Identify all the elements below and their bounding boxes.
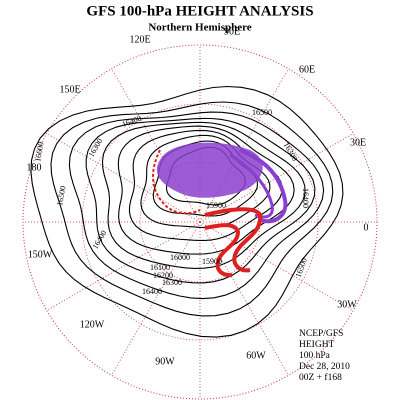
contour-label: 16400 [301, 188, 310, 208]
height-contour [101, 121, 306, 269]
purple-contour [239, 148, 288, 224]
height-contour [85, 117, 316, 284]
contour-label: 16300 [162, 278, 182, 287]
contour-label: 16600 [33, 141, 45, 162]
meridian [199, 133, 354, 223]
title: GFS 100-hPa HEIGHT ANALYSIS [86, 3, 313, 19]
height-contour [128, 129, 283, 241]
longitude-label: 30E [350, 137, 366, 148]
red-contour [204, 223, 241, 278]
red-contour [204, 207, 263, 273]
contour-label: 16500 [55, 185, 67, 206]
purple-contour [229, 153, 274, 219]
info-text: NCEP/GFS [299, 329, 343, 339]
low-height-region [156, 142, 263, 198]
info-text: HEIGHT [299, 340, 335, 350]
meridian [199, 221, 354, 311]
contour-label: 16200 [153, 271, 173, 280]
longitude-label: 60E [299, 64, 315, 75]
height-contour [30, 85, 344, 338]
longitude-label: 0 [364, 222, 369, 233]
subtitle: Northern Hemisphere [148, 22, 251, 34]
red-contour [152, 149, 201, 215]
longitude-label: 180 [27, 162, 42, 173]
height-contour [50, 101, 334, 317]
contour-label: 16100 [150, 263, 170, 272]
meridian [199, 68, 289, 223]
longitude-label: 90E [224, 26, 240, 37]
contour-label: 16500 [252, 108, 272, 117]
longitude-label: 120E [129, 34, 150, 45]
contour-label: 15900 [202, 257, 222, 266]
map-border [22, 44, 378, 400]
info-text: 00Z + f168 [299, 372, 342, 383]
longitude-label: 30W [337, 299, 357, 310]
meridian [46, 221, 201, 311]
meridian [111, 221, 201, 376]
meridian [199, 221, 289, 376]
longitude-label: 120W [80, 319, 105, 330]
contour-label: 15900 [206, 201, 226, 210]
longitude-label: 150W [28, 249, 53, 260]
longitude-label: 60W [246, 350, 266, 361]
contour-label: 16000 [170, 253, 190, 262]
longitude-label: 150E [59, 84, 80, 95]
height-contour [68, 111, 325, 300]
height-contour [117, 125, 295, 255]
meridian [111, 68, 201, 223]
contour-label: 16400 [142, 287, 162, 296]
info-text: 100 hPa [299, 351, 331, 361]
info-text: Dec 28, 2010 [299, 362, 350, 372]
longitude-label: 90W [155, 356, 175, 367]
